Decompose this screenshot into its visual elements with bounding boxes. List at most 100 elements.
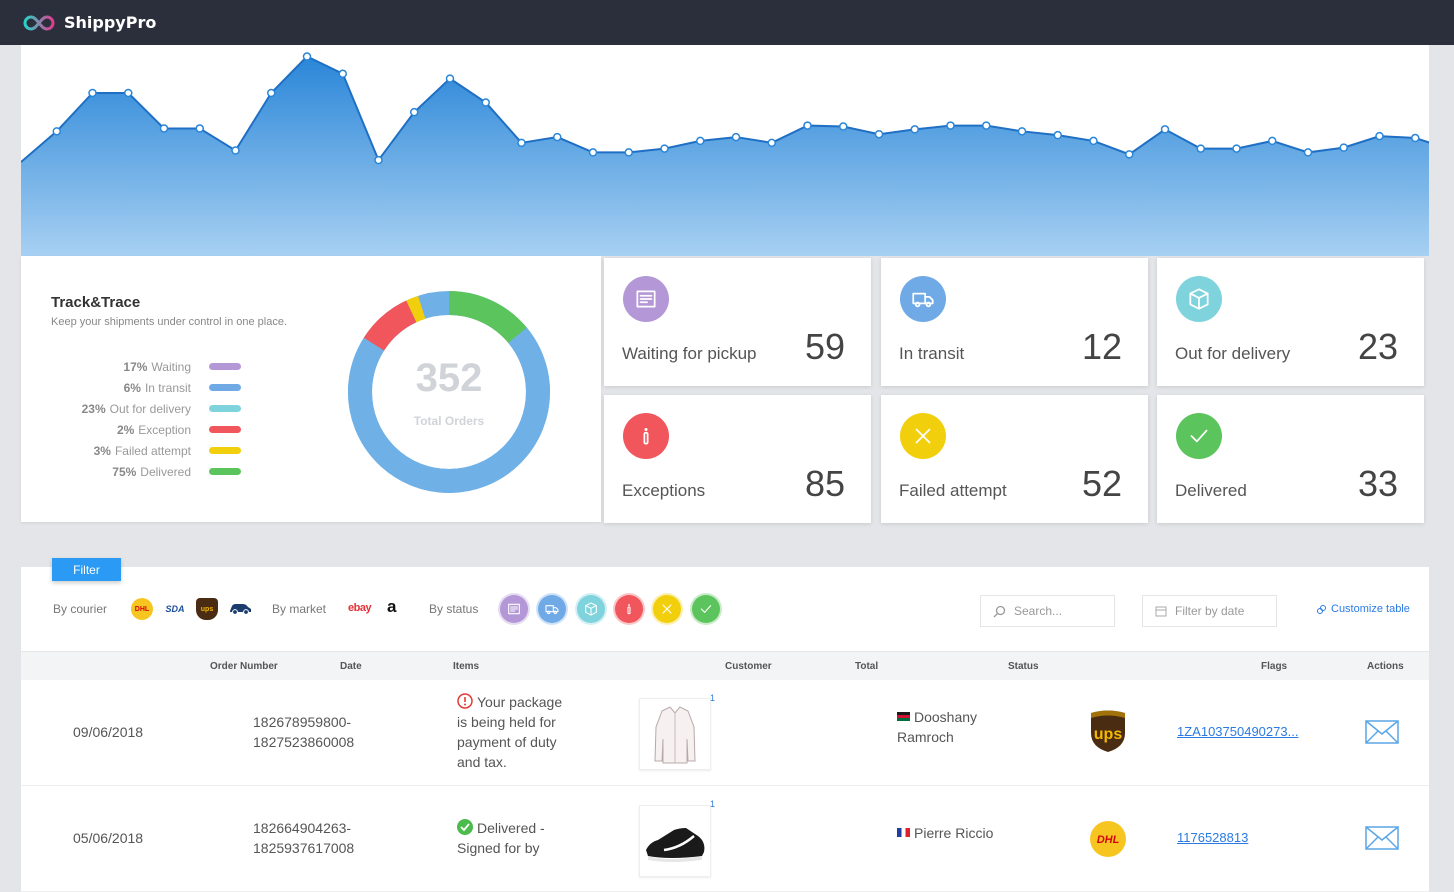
data-point[interactable] (445, 74, 455, 83)
data-point[interactable] (517, 138, 526, 148)
logo[interactable]: ShippyPro (22, 13, 156, 33)
data-point[interactable] (231, 146, 240, 155)
data-point[interactable] (910, 125, 919, 134)
data-point[interactable] (553, 132, 562, 142)
status-filter-info[interactable] (614, 595, 643, 623)
stat-card-waiting-for-pickup[interactable]: Waiting for pickup 59 (604, 258, 871, 386)
status-filter-document[interactable] (500, 595, 528, 623)
by-market-label: By market (272, 602, 327, 616)
legend-pct: 75% (112, 464, 137, 479)
item-thumbnail-jacket[interactable] (639, 698, 711, 770)
customize-table-link[interactable]: Customize table (1316, 603, 1410, 615)
data-point[interactable] (374, 155, 383, 165)
courier-dhl-filter[interactable]: DHL (131, 598, 153, 620)
data-point[interactable] (588, 148, 598, 157)
market-ebay-filter[interactable]: ebay (348, 602, 372, 614)
donut-segment[interactable] (348, 291, 550, 493)
data-point[interactable] (302, 52, 312, 61)
data-point[interactable] (874, 129, 884, 139)
stat-card-delivered[interactable]: Delivered 33 (1157, 395, 1424, 523)
header-actions[interactable]: Actions (1367, 661, 1404, 672)
data-point[interactable] (660, 144, 669, 153)
jacket-image (654, 706, 696, 764)
data-point[interactable] (803, 121, 812, 130)
data-point[interactable] (982, 121, 991, 130)
data-point[interactable] (124, 88, 133, 98)
header-date[interactable]: Date (340, 661, 362, 672)
donut-segment[interactable] (348, 291, 550, 493)
stat-card-icon (1176, 413, 1222, 459)
data-point[interactable] (731, 132, 741, 142)
header-customer[interactable]: Customer (725, 661, 772, 672)
stat-card-exceptions[interactable]: Exceptions 85 (604, 395, 871, 523)
table-row[interactable]: 09/06/2018 182678959800- 1827523860008 Y… (21, 680, 1429, 786)
data-point[interactable] (839, 122, 848, 131)
courier-ups-filter[interactable]: ups (196, 598, 218, 620)
data-point[interactable] (1160, 125, 1170, 134)
data-point[interactable] (1196, 144, 1205, 153)
stat-card-value: 52 (1081, 463, 1122, 504)
data-point[interactable] (481, 98, 490, 107)
data-point[interactable] (1053, 130, 1062, 140)
data-point[interactable] (410, 107, 419, 117)
shoe-image (646, 828, 705, 862)
data-point[interactable] (267, 88, 276, 98)
data-point[interactable] (1089, 136, 1098, 146)
table-row[interactable]: 05/06/2018 182664904263- 1825937617008 D… (21, 787, 1429, 892)
data-point[interactable] (88, 88, 97, 98)
data-point[interactable] (1339, 143, 1348, 152)
data-point[interactable] (195, 124, 204, 133)
data-point[interactable] (624, 148, 633, 157)
check-circle-icon (457, 819, 473, 835)
status-filter-truck[interactable] (538, 595, 567, 623)
info-icon (643, 427, 649, 445)
data-point[interactable] (1268, 136, 1277, 146)
search-input[interactable]: Search... (980, 595, 1115, 627)
data-point[interactable] (1411, 133, 1420, 143)
header-flags[interactable]: Flags (1261, 661, 1288, 672)
email-icon[interactable] (1365, 826, 1399, 850)
item-thumbnail-shoe[interactable] (639, 805, 711, 877)
stat-card-value: 23 (1357, 326, 1398, 367)
data-point[interactable] (1017, 127, 1027, 136)
date-filter-input[interactable]: Filter by date (1142, 595, 1277, 627)
date-placeholder: Filter by date (1175, 604, 1245, 618)
stat-card-out-for-delivery[interactable]: Out for delivery 23 (1157, 258, 1424, 386)
header-status[interactable]: Status (1008, 661, 1039, 672)
stat-card-failed-attempt[interactable]: Failed attempt 52 (881, 395, 1148, 523)
data-point[interactable] (946, 121, 955, 130)
data-point[interactable] (1375, 131, 1384, 141)
tracking-link[interactable]: 1ZA103750490273... (1177, 724, 1299, 739)
data-point[interactable] (159, 124, 169, 133)
status-filter-box[interactable] (576, 595, 605, 623)
box-icon (584, 602, 597, 616)
by-courier-label: By courier (53, 602, 108, 616)
header-order-number[interactable]: Order Number (210, 661, 278, 672)
courier-sda-filter[interactable]: SDA (165, 604, 185, 614)
data-point[interactable] (1303, 148, 1313, 157)
car-courier-icon[interactable] (228, 601, 252, 615)
status-filter-x[interactable] (653, 595, 682, 623)
data-point[interactable] (696, 136, 705, 146)
data-point[interactable] (338, 69, 347, 79)
row-date: 05/06/2018 (73, 830, 144, 846)
row-customer: Dooshany Ramroch (897, 707, 977, 747)
data-point[interactable] (767, 138, 776, 148)
legend-item-delivered: 75% Delivered (51, 461, 241, 482)
data-point[interactable] (52, 127, 61, 136)
track-trace-title: Track&Trace (51, 294, 141, 311)
alert-icon (457, 693, 473, 709)
filter-button[interactable]: Filter (52, 558, 121, 581)
header-total[interactable]: Total (855, 661, 879, 672)
status-line: Your package (477, 694, 563, 710)
status-filter-check[interactable] (691, 595, 720, 623)
stat-card-in-transit[interactable]: In transit 12 (881, 258, 1148, 386)
email-icon[interactable] (1365, 720, 1399, 744)
data-point[interactable] (1232, 144, 1241, 153)
header-items[interactable]: Items (453, 661, 480, 672)
data-point[interactable] (1125, 150, 1134, 159)
tracking-link[interactable]: 1176528813 (1177, 830, 1249, 845)
market-amazon-filter[interactable]: a (387, 597, 397, 616)
ups-courier-icon: ups (1091, 710, 1125, 752)
status-line: Delivered - (477, 820, 545, 836)
